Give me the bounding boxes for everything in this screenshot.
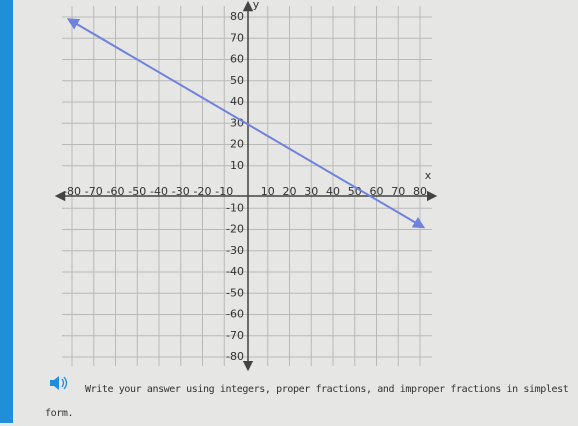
x-tick-label: 20 — [283, 185, 297, 198]
x-tick-label: 10 — [261, 185, 275, 198]
x-tick-label: -80 — [63, 185, 81, 198]
x-tick-label: -50 — [128, 185, 146, 198]
instructions: Write your answer using integers, proper… — [45, 384, 569, 419]
y-axis-label: y — [253, 0, 260, 11]
y-tick-label: 50 — [230, 74, 244, 87]
y-tick-label: -10 — [226, 201, 244, 214]
y-tick-label: -70 — [226, 329, 244, 342]
x-tick-label: -20 — [194, 185, 212, 198]
y-tick-label: -60 — [226, 308, 244, 321]
x-tick-label: 70 — [391, 185, 405, 198]
y-tick-label: -80 — [226, 350, 244, 363]
y-tick-label: -50 — [226, 286, 244, 299]
x-tick-label: 80 — [413, 185, 427, 198]
y-tick-label: -30 — [226, 244, 244, 257]
y-tick-label: 60 — [230, 53, 244, 66]
x-tick-label: -40 — [150, 185, 168, 198]
y-tick-label: -20 — [226, 223, 244, 236]
x-tick-label: 40 — [326, 185, 340, 198]
y-tick-label: 20 — [230, 138, 244, 151]
y-tick-label: -40 — [226, 265, 244, 278]
x-tick-label: -10 — [215, 185, 233, 198]
y-tick-label: 40 — [230, 95, 244, 108]
y-tick-label: 70 — [230, 31, 244, 44]
x-tick-label: 30 — [304, 185, 318, 198]
x-tick-label: -60 — [107, 185, 125, 198]
x-axis-label: x — [425, 169, 432, 182]
y-tick-label: 80 — [230, 10, 244, 23]
x-tick-label: -30 — [172, 185, 190, 198]
side-strip — [0, 0, 13, 423]
line — [66, 18, 426, 229]
x-tick-label: -70 — [85, 185, 103, 198]
y-tick-label: 10 — [230, 159, 244, 172]
speaker-icon[interactable] — [50, 376, 68, 390]
